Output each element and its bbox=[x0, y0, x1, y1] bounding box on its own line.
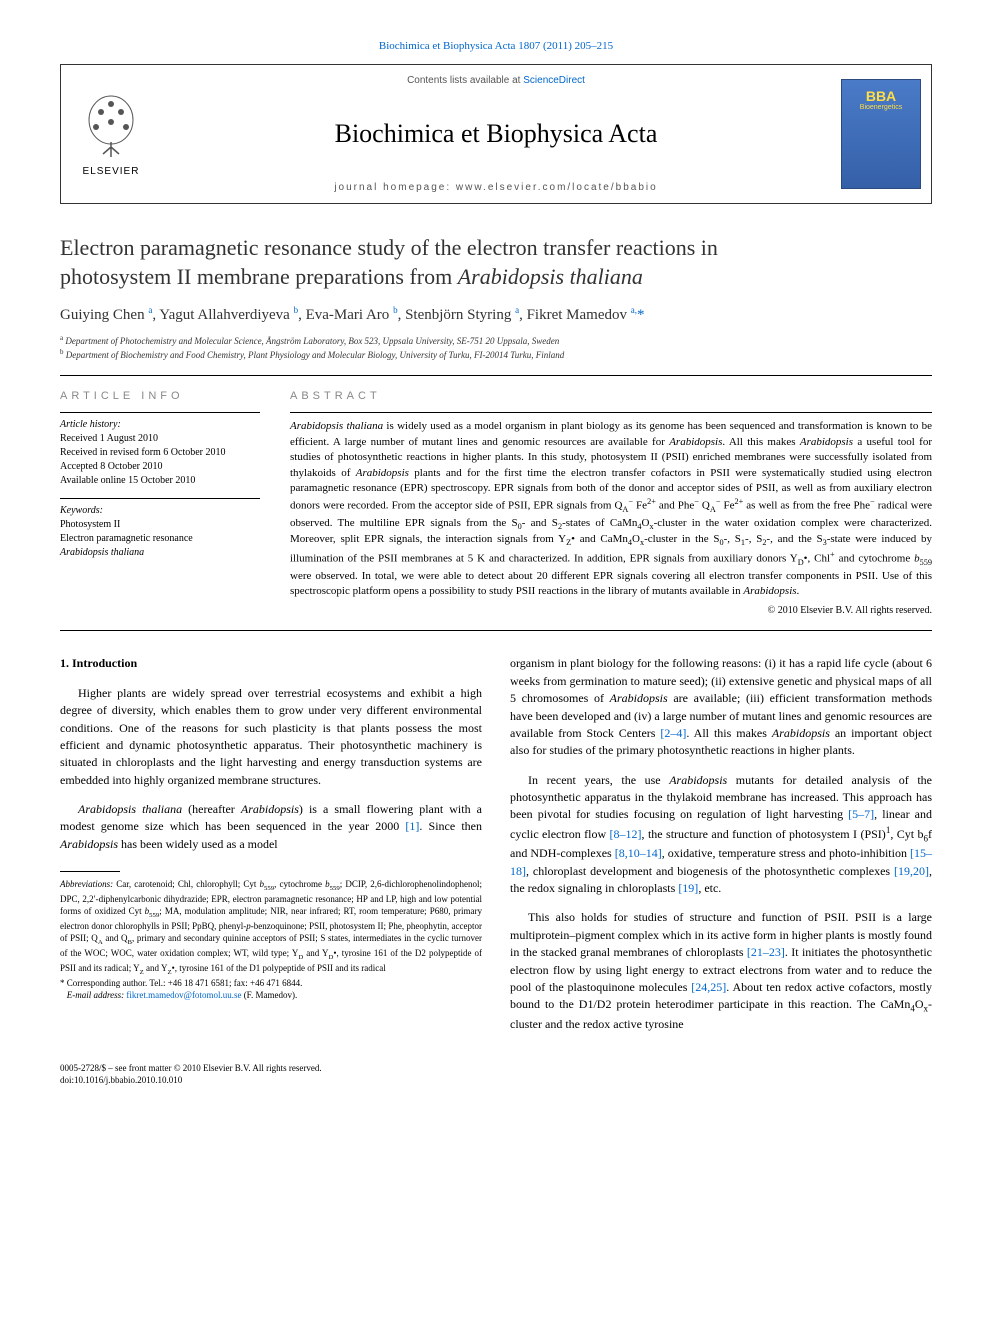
divider bbox=[60, 375, 932, 376]
left-column: 1. Introduction Higher plants are widely… bbox=[60, 655, 482, 1045]
p2-g: has been widely used as a model bbox=[118, 837, 278, 851]
rp1-b: Arabidopsis bbox=[610, 691, 668, 705]
rp2-f: , Cyt b bbox=[890, 827, 923, 841]
rp2-i: , chloroplast development and biogenesis… bbox=[526, 864, 894, 878]
abstract-rule bbox=[290, 412, 932, 413]
p2-e: . Since then bbox=[419, 819, 482, 833]
abstract-text: Arabidopsis thaliana is widely used as a… bbox=[290, 419, 932, 599]
ref-8-12[interactable]: [8–12] bbox=[610, 827, 642, 841]
ref-1[interactable]: [1] bbox=[405, 819, 419, 833]
title-line-2a: photosystem II membrane preparations fro… bbox=[60, 264, 458, 289]
ref-19-20[interactable]: [19,20] bbox=[894, 864, 929, 878]
keywords-text: Photosystem IIElectron paramagnetic reso… bbox=[60, 518, 260, 560]
rp2-e: , the structure and function of photosys… bbox=[642, 827, 886, 841]
email-label: E-mail address: bbox=[67, 990, 124, 1000]
ref-5-7[interactable]: [5–7] bbox=[848, 807, 874, 821]
body-columns: 1. Introduction Higher plants are widely… bbox=[60, 655, 932, 1045]
journal-name: Biochimica et Biophysica Acta bbox=[335, 119, 658, 149]
authors: Guiying Chen a, Yagut Allahverdiyeva b, … bbox=[60, 305, 932, 324]
ref-8-10-14[interactable]: [8,10–14] bbox=[615, 846, 662, 860]
history-label: Article history: bbox=[60, 419, 260, 430]
title-line-1: Electron paramagnetic resonance study of… bbox=[60, 235, 718, 260]
email-link[interactable]: fikret.mamedov@fotomol.uu.se bbox=[126, 990, 241, 1000]
right-column: organism in plant biology for the follow… bbox=[510, 655, 932, 1045]
section-1-heading: 1. Introduction bbox=[60, 655, 482, 672]
corresponding-author: * Corresponding author. Tel.: +46 18 471… bbox=[60, 977, 482, 989]
footnotes: Abbreviations: Car, carotenoid; Chl, chl… bbox=[60, 878, 482, 1001]
info-rule bbox=[60, 412, 260, 413]
p2-c: Arabidopsis bbox=[241, 802, 299, 816]
affiliation-b: Department of Biochemistry and Food Chem… bbox=[66, 350, 564, 360]
corr-label: * Corresponding author. bbox=[60, 978, 149, 988]
elsevier-logo: ELSEVIER bbox=[61, 65, 161, 203]
p2-b: (hereafter bbox=[182, 802, 241, 816]
corr-text: Tel.: +46 18 471 6581; fax: +46 471 6844… bbox=[149, 978, 302, 988]
ref-24-25[interactable]: [24,25] bbox=[691, 980, 726, 994]
bba-cover-label: BBA bbox=[842, 80, 920, 104]
page-footer: 0005-2728/$ – see front matter © 2010 El… bbox=[60, 1063, 932, 1086]
abstract-header: abstract bbox=[290, 390, 932, 402]
journal-header: ELSEVIER Contents lists available at Sci… bbox=[60, 64, 932, 204]
right-p1: organism in plant biology for the follow… bbox=[510, 655, 932, 759]
email-name: (F. Mamedov). bbox=[244, 990, 298, 1000]
p2-species: Arabidopsis thaliana bbox=[78, 802, 182, 816]
affiliations: a Department of Photochemistry and Molec… bbox=[60, 334, 932, 361]
rp2-h: , oxidative, temperature stress and phot… bbox=[662, 846, 910, 860]
footer-line-1: 0005-2728/$ – see front matter © 2010 El… bbox=[60, 1063, 932, 1075]
elsevier-tree-icon bbox=[81, 92, 141, 162]
elsevier-text: ELSEVIER bbox=[83, 166, 140, 177]
contents-line: Contents lists available at ScienceDirec… bbox=[407, 75, 585, 86]
rp2-b: Arabidopsis bbox=[669, 773, 727, 787]
abbreviations: Abbreviations: Car, carotenoid; Chl, chl… bbox=[60, 878, 482, 977]
contents-prefix: Contents lists available at bbox=[407, 75, 523, 86]
info-rule bbox=[60, 498, 260, 499]
intro-p1: Higher plants are widely spread over ter… bbox=[60, 685, 482, 789]
abbrev-label: Abbreviations: bbox=[60, 879, 113, 889]
bba-cover-sub: Bioenergetics bbox=[842, 104, 920, 111]
header-center: Contents lists available at ScienceDirec… bbox=[161, 65, 831, 203]
rp2-k: , etc. bbox=[698, 881, 721, 895]
sciencedirect-link[interactable]: ScienceDirect bbox=[523, 75, 585, 86]
journal-homepage: journal homepage: www.elsevier.com/locat… bbox=[334, 182, 657, 193]
divider bbox=[60, 630, 932, 631]
affiliation-a: Department of Photochemistry and Molecul… bbox=[65, 336, 559, 346]
article-title: Electron paramagnetic resonance study of… bbox=[60, 234, 932, 291]
article-info-col: article info Article history: Received 1… bbox=[60, 390, 260, 616]
ref-19[interactable]: [19] bbox=[678, 881, 698, 895]
abstract-col: abstract Arabidopsis thaliana is widely … bbox=[290, 390, 932, 616]
ref-2-4[interactable]: [2–4] bbox=[660, 726, 686, 740]
p2-f: Arabidopsis bbox=[60, 837, 118, 851]
footer-doi: doi:10.1016/j.bbabio.2010.10.010 bbox=[60, 1075, 932, 1087]
article-info-header: article info bbox=[60, 390, 260, 402]
rp1-d: . All this makes bbox=[686, 726, 771, 740]
rp1-e: Arabidopsis bbox=[772, 726, 830, 740]
footnote-rule bbox=[60, 871, 120, 872]
history-text: Received 1 August 2010Received in revise… bbox=[60, 432, 260, 488]
rp3-d: O bbox=[915, 997, 924, 1011]
ref-21-23[interactable]: [21–23] bbox=[747, 945, 785, 959]
right-p2: In recent years, the use Arabidopsis mut… bbox=[510, 772, 932, 898]
intro-p2: Arabidopsis thaliana (hereafter Arabidop… bbox=[60, 801, 482, 853]
bba-cover: BBA Bioenergetics bbox=[831, 65, 931, 203]
abbrev-text: Car, carotenoid; Chl, chlorophyll; Cyt b… bbox=[60, 879, 482, 973]
title-species: Arabidopsis thaliana bbox=[458, 264, 643, 289]
keywords-label: Keywords: bbox=[60, 505, 260, 516]
journal-citation[interactable]: Biochimica et Biophysica Acta 1807 (2011… bbox=[60, 40, 932, 52]
rp2-a: In recent years, the use bbox=[528, 773, 669, 787]
abstract-copyright: © 2010 Elsevier B.V. All rights reserved… bbox=[290, 605, 932, 616]
email-line: E-mail address: fikret.mamedov@fotomol.u… bbox=[60, 989, 482, 1001]
right-p3: This also holds for studies of structure… bbox=[510, 909, 932, 1033]
